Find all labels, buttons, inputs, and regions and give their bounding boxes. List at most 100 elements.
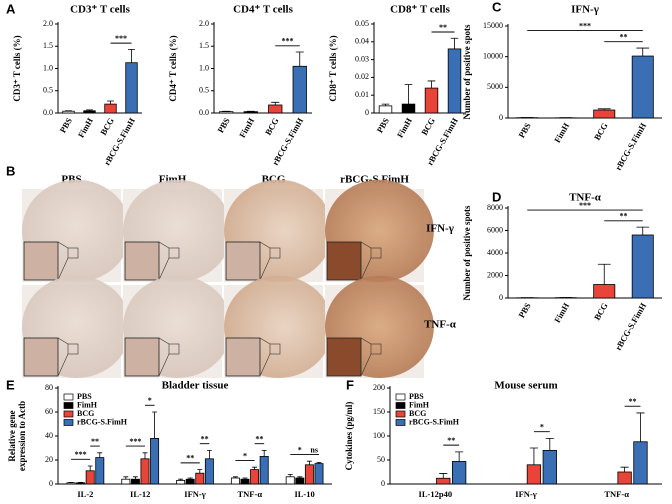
x-tick-label: PBS bbox=[215, 116, 232, 135]
y-tick-label: 60 bbox=[45, 407, 53, 416]
legend-swatch bbox=[395, 393, 406, 401]
error-bar bbox=[178, 478, 184, 481]
y-axis-label: Number of positive spots bbox=[462, 24, 472, 120]
x-tick-label: IL-2 bbox=[77, 489, 93, 499]
bar bbox=[285, 476, 295, 485]
bar bbox=[526, 464, 542, 485]
x-tick-label: FimH bbox=[237, 116, 256, 140]
zoom-box bbox=[168, 247, 180, 259]
y-tick-label: 4000 bbox=[487, 248, 503, 257]
zoom-line bbox=[57, 241, 69, 249]
y-tick-label: 20 bbox=[45, 455, 53, 464]
inset bbox=[23, 337, 59, 377]
zoom-box bbox=[67, 343, 79, 355]
y-tick-label: 100 bbox=[373, 431, 385, 440]
inset bbox=[124, 241, 160, 281]
y-tick-label: 1.5 bbox=[199, 41, 209, 50]
chart-title: TNF-α bbox=[569, 192, 602, 204]
legend-label: PBS bbox=[77, 392, 92, 401]
inset bbox=[23, 241, 59, 281]
x-tick-label: TNF-α bbox=[604, 489, 629, 499]
inset bbox=[225, 337, 261, 377]
legend-label: FimH bbox=[409, 400, 430, 409]
y-axis-label: Relative gene bbox=[7, 410, 17, 461]
error-bar bbox=[206, 450, 212, 459]
error-bar bbox=[545, 438, 554, 451]
zoom-line bbox=[259, 257, 271, 281]
x-tick-label: PBS bbox=[374, 116, 391, 135]
error-bar bbox=[232, 476, 238, 478]
y-tick-label: 1.5 bbox=[43, 41, 53, 50]
y-tick-label: 5000 bbox=[487, 82, 503, 91]
x-tick-label: FimH bbox=[395, 116, 414, 140]
y-tick-label: 0.0 bbox=[199, 108, 209, 117]
error-bar bbox=[597, 263, 611, 285]
zoom-box bbox=[370, 247, 382, 259]
error-bar bbox=[132, 476, 138, 480]
x-tick-label: PBS bbox=[57, 116, 74, 135]
significance-label: * bbox=[243, 451, 247, 460]
y-tick-label: 40 bbox=[45, 431, 53, 440]
bar bbox=[268, 104, 283, 114]
bar bbox=[185, 478, 195, 485]
row-label: TNF-α bbox=[424, 319, 457, 331]
y-tick-label: 0.0 bbox=[43, 108, 53, 117]
bar bbox=[436, 477, 451, 485]
x-tick-label: PBS bbox=[516, 301, 533, 320]
bar bbox=[295, 477, 305, 485]
error-bar bbox=[295, 51, 304, 67]
y-axis-label: CD3⁺ T cells (%) bbox=[12, 35, 22, 101]
bar bbox=[219, 111, 234, 114]
significance-label: ** bbox=[620, 32, 628, 41]
y-tick-label: 0 bbox=[499, 293, 503, 302]
chart: Bladder tissue Relative gene expression to… bbox=[7, 380, 332, 499]
y-tick-label: 15000 bbox=[483, 21, 503, 30]
y-tick-label: 8000 bbox=[487, 203, 503, 212]
significance-label: ** bbox=[439, 23, 447, 32]
error-bar bbox=[87, 465, 93, 471]
bar bbox=[314, 463, 324, 485]
x-tick-label: PBS bbox=[516, 121, 533, 140]
error-bar bbox=[620, 466, 629, 472]
zoom-line bbox=[259, 241, 271, 249]
significance-label: *** bbox=[75, 450, 87, 459]
legend-label: BCG bbox=[409, 409, 426, 418]
error-bar bbox=[86, 109, 93, 111]
y-axis-label: CD4⁺ T cells (%) bbox=[168, 35, 178, 101]
bar bbox=[121, 478, 131, 485]
bar bbox=[140, 458, 150, 485]
x-tick-label: BCG bbox=[592, 301, 610, 322]
chart: Mouse serum Cytokines (pg/ml) 0 50 100 150 200… bbox=[344, 380, 662, 499]
error-bar bbox=[306, 460, 312, 465]
x-tick-label: rBCG-S.FimH bbox=[613, 301, 648, 352]
bar bbox=[130, 478, 140, 485]
legend-swatch bbox=[395, 402, 406, 409]
y-tick-label: 0.5 bbox=[199, 86, 209, 95]
bar bbox=[240, 478, 250, 485]
chart-title: Mouse serum bbox=[494, 380, 557, 392]
y-tick-label: 6000 bbox=[487, 225, 503, 234]
significance-label: ** bbox=[447, 436, 455, 445]
panel-letter: C bbox=[492, 0, 502, 14]
zoom-line bbox=[360, 353, 372, 377]
zoom-line bbox=[259, 353, 271, 377]
row-label: IFN-γ bbox=[426, 223, 454, 235]
inset bbox=[326, 337, 362, 377]
bar bbox=[62, 110, 75, 114]
y-tick-label: 200 bbox=[373, 383, 385, 392]
bar bbox=[66, 482, 76, 485]
y-axis-label: CD8⁺ T cells (%) bbox=[328, 35, 338, 101]
legend-label: rBCG-S.FimH bbox=[409, 417, 460, 426]
y-axis-label: Number of positive spots bbox=[462, 205, 472, 301]
significance-label: *** bbox=[282, 37, 294, 46]
significance-label: ** bbox=[620, 212, 628, 221]
error-bar bbox=[455, 451, 464, 462]
zoom-box bbox=[168, 343, 180, 355]
zoom-line bbox=[360, 257, 372, 281]
zoom-box bbox=[67, 247, 79, 259]
x-tick-label: FimH bbox=[76, 116, 95, 140]
bar bbox=[401, 103, 416, 114]
bar bbox=[76, 482, 86, 485]
bar bbox=[150, 437, 160, 485]
